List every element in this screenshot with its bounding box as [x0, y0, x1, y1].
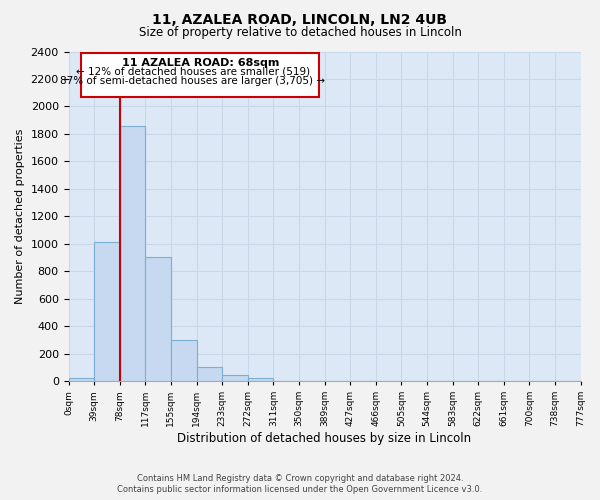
X-axis label: Distribution of detached houses by size in Lincoln: Distribution of detached houses by size … — [178, 432, 472, 445]
Text: Contains HM Land Registry data © Crown copyright and database right 2024.
Contai: Contains HM Land Registry data © Crown c… — [118, 474, 482, 494]
Bar — [248, 378, 274, 381]
Bar — [68, 378, 94, 381]
Text: 11, AZALEA ROAD, LINCOLN, LN2 4UB: 11, AZALEA ROAD, LINCOLN, LN2 4UB — [152, 12, 448, 26]
Bar — [145, 258, 171, 381]
Bar — [222, 375, 248, 381]
FancyBboxPatch shape — [82, 53, 319, 98]
Bar — [94, 242, 120, 381]
Bar — [120, 126, 145, 381]
Text: Size of property relative to detached houses in Lincoln: Size of property relative to detached ho… — [139, 26, 461, 39]
Text: 87% of semi-detached houses are larger (3,705) →: 87% of semi-detached houses are larger (… — [60, 76, 325, 86]
Bar — [171, 340, 197, 381]
Text: 11 AZALEA ROAD: 68sqm: 11 AZALEA ROAD: 68sqm — [122, 58, 279, 68]
Bar — [197, 368, 222, 381]
Text: ← 12% of detached houses are smaller (519): ← 12% of detached houses are smaller (51… — [76, 66, 310, 76]
Y-axis label: Number of detached properties: Number of detached properties — [15, 128, 25, 304]
